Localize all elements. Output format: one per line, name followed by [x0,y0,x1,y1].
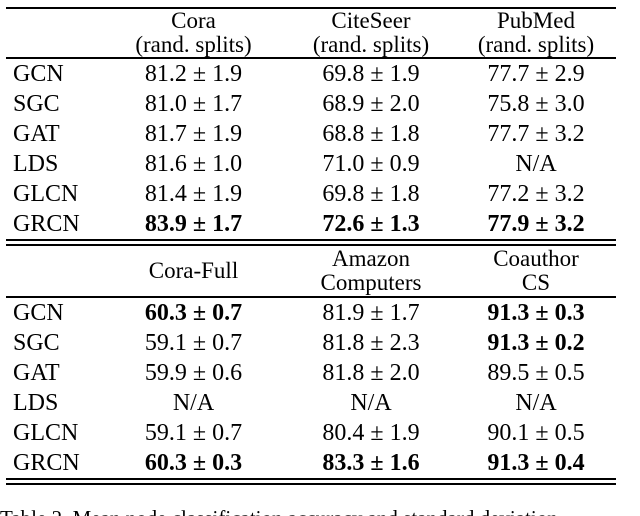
value-cell: 81.6 ± 1.0 [144,150,243,177]
value-cell: 77.7 ± 3.2 [487,120,585,147]
header-empty-cell [6,9,101,57]
column-header-line: (rand. splits) [477,32,595,57]
table-row: GCN 60.3 ± 0.7 81.9 ± 1.7 91.3 ± 0.3 [6,298,616,328]
value-cell: 81.0 ± 1.7 [144,90,243,117]
value-cell: 60.3 ± 0.7 [144,299,243,326]
table-row: LDS 81.6 ± 1.0 71.0 ± 0.9 N/A [6,149,616,179]
value-cell: 83.9 ± 1.7 [144,210,243,237]
column-header: CiteSeer (rand. splits) [286,9,456,57]
value-cell: 71.0 ± 0.9 [322,150,420,177]
header-separator-rule [6,296,616,298]
column-header-line: Amazon [332,246,410,271]
value-cell: 81.2 ± 1.9 [144,60,243,87]
value-cell: 83.3 ± 1.6 [322,449,420,476]
section-body: GCN 81.2 ± 1.9 69.8 ± 1.9 77.7 ± 2.9 SGC 81.0… [6,59,616,239]
column-header: Cora-Full [101,246,286,296]
value-cell: 59.1 ± 0.7 [144,329,243,356]
section-divider-rule-lower [6,244,616,246]
model-name: GLCN [13,419,79,446]
model-name: SGC [13,90,60,117]
table-bottom-rule-lower [6,483,616,485]
column-header: PubMed (rand. splits) [456,9,616,57]
section-divider-rule-upper [6,239,616,241]
model-name: SGC [13,329,60,356]
table-caption: Table 2. Mean node classification accura… [0,505,640,516]
header-empty-cell [6,246,101,296]
value-cell: N/A [172,389,215,416]
value-cell: 77.2 ± 3.2 [487,180,585,207]
section-body: GCN 60.3 ± 0.7 81.9 ± 1.7 91.3 ± 0.3 SGC 59.1… [6,298,616,478]
model-name: GCN [13,60,64,87]
table-section-larger-datasets: Cora-Full Amazon Computers Coauthor CS GCN 60… [6,246,616,478]
column-header: Cora (rand. splits) [101,9,286,57]
table-top-rule [6,7,616,9]
header-separator-rule [6,57,616,59]
table-row: GAT 59.9 ± 0.6 81.8 ± 2.0 89.5 ± 0.5 [6,358,616,388]
column-header-line: CiteSeer [331,8,411,33]
table-row: GLCN 59.1 ± 0.7 80.4 ± 1.9 90.1 ± 0.5 [6,418,616,448]
value-cell: 81.4 ± 1.9 [144,180,243,207]
table-row: GRCN 60.3 ± 0.3 83.3 ± 1.6 91.3 ± 0.4 [6,448,616,478]
table-section-random-splits: Cora (rand. splits) CiteSeer (rand. splits)… [6,9,616,239]
value-cell: 81.9 ± 1.7 [322,299,420,326]
value-cell: 89.5 ± 0.5 [487,359,585,386]
table-row: SGC 81.0 ± 1.7 68.9 ± 2.0 75.8 ± 3.0 [6,89,616,119]
model-name: GAT [13,120,60,147]
table-row: GLCN 81.4 ± 1.9 69.8 ± 1.8 77.2 ± 3.2 [6,179,616,209]
table-row: GCN 81.2 ± 1.9 69.8 ± 1.9 77.7 ± 2.9 [6,59,616,89]
value-cell: 68.9 ± 2.0 [322,90,420,117]
value-cell: 81.7 ± 1.9 [144,120,243,147]
value-cell: 69.8 ± 1.8 [322,180,420,207]
value-cell: 91.3 ± 0.4 [487,449,585,476]
value-cell: 91.3 ± 0.3 [487,299,585,326]
header-row: Cora-Full Amazon Computers Coauthor CS [6,246,616,296]
value-cell: N/A [515,150,557,177]
column-header-line: CS [521,270,551,295]
value-cell: 60.3 ± 0.3 [144,449,243,476]
column-header: Coauthor CS [456,246,616,296]
model-name: GCN [13,299,64,326]
results-table: Cora (rand. splits) CiteSeer (rand. splits)… [6,0,616,485]
model-name: GLCN [13,180,79,207]
column-header-line: (rand. splits) [135,32,252,57]
value-cell: 68.8 ± 1.8 [322,120,420,147]
table-row: GAT 81.7 ± 1.9 68.8 ± 1.8 77.7 ± 3.2 [6,119,616,149]
table-bottom-rule-upper [6,478,616,480]
table-row: GRCN 83.9 ± 1.7 72.6 ± 1.3 77.9 ± 3.2 [6,209,616,239]
model-name: LDS [13,389,59,416]
value-cell: N/A [515,389,557,416]
value-cell: 77.7 ± 2.9 [487,60,585,87]
value-cell: 91.3 ± 0.2 [487,329,585,356]
value-cell: 77.9 ± 3.2 [487,210,585,237]
value-cell: 81.8 ± 2.3 [322,329,420,356]
value-cell: 90.1 ± 0.5 [487,419,585,446]
column-header-line: Cora [171,8,216,33]
value-cell: N/A [350,389,392,416]
model-name: GRCN [13,449,80,476]
value-cell: 81.8 ± 2.0 [322,359,420,386]
model-name: GAT [13,359,60,386]
value-cell: 59.1 ± 0.7 [144,419,243,446]
model-name: GRCN [13,210,80,237]
value-cell: 69.8 ± 1.9 [322,60,420,87]
table-row: LDS N/A N/A N/A [6,388,616,418]
column-header-line: (rand. splits) [312,32,430,57]
column-header-line: PubMed [497,8,575,33]
value-cell: 72.6 ± 1.3 [322,210,420,237]
column-header: Amazon Computers [286,246,456,296]
value-cell: 75.8 ± 3.0 [487,90,585,117]
value-cell: 59.9 ± 0.6 [144,359,243,386]
value-cell: 80.4 ± 1.9 [322,419,420,446]
model-name: LDS [13,150,59,177]
column-header-line: Computers [320,270,422,295]
table-row: SGC 59.1 ± 0.7 81.8 ± 2.3 91.3 ± 0.2 [6,328,616,358]
column-header-line: Cora-Full [148,258,239,283]
column-header-line: Coauthor [493,246,579,271]
header-row: Cora (rand. splits) CiteSeer (rand. splits)… [6,9,616,57]
